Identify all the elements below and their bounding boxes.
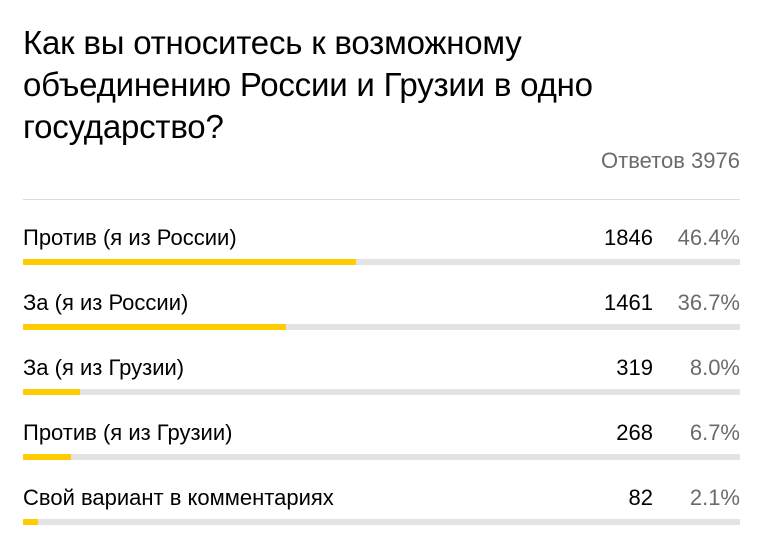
option-bar-fill xyxy=(23,454,72,460)
poll-option[interactable]: За (я из Грузии) 319 8.0% xyxy=(23,352,740,417)
option-bar-fill xyxy=(23,519,39,525)
total-answers: Ответов 3976 xyxy=(601,148,740,173)
option-label: За (я из Грузии) xyxy=(23,355,185,380)
option-count: 82 xyxy=(628,485,653,510)
option-percent: 2.1% xyxy=(689,485,740,510)
option-percent: 6.7% xyxy=(689,420,740,445)
option-label: За (я из России) xyxy=(23,290,189,315)
option-count: 319 xyxy=(616,355,653,380)
option-label: Против (я из России) xyxy=(23,225,237,250)
poll-options: Против (я из России) 1846 46.4% За (я из… xyxy=(23,222,740,547)
poll-option[interactable]: За (я из России) 1461 36.7% xyxy=(23,287,740,352)
option-count: 1846 xyxy=(604,225,653,250)
option-percent: 8.0% xyxy=(689,355,740,380)
option-bar-fill xyxy=(23,259,356,265)
option-bar-fill xyxy=(23,324,287,330)
option-count: 1461 xyxy=(604,290,653,315)
divider xyxy=(23,199,740,200)
option-bar-track xyxy=(23,389,740,395)
option-percent: 36.7% xyxy=(677,290,740,315)
poll-option[interactable]: Против (я из Грузии) 268 6.7% xyxy=(23,417,740,482)
option-bar-track xyxy=(23,454,740,460)
poll-option[interactable]: Против (я из России) 1846 46.4% xyxy=(23,222,740,287)
option-bar-track xyxy=(23,519,740,525)
poll-question: Как вы относитесь к возможному объединен… xyxy=(23,24,593,145)
option-label: Против (я из Грузии) xyxy=(23,420,233,445)
option-bar-fill xyxy=(23,389,81,395)
poll-option[interactable]: Свой вариант в комментариях 82 2.1% xyxy=(23,482,740,547)
option-bar-track xyxy=(23,324,740,330)
option-label: Свой вариант в комментариях xyxy=(23,485,334,510)
option-bar-track xyxy=(23,259,740,265)
option-percent: 46.4% xyxy=(677,225,740,250)
option-count: 268 xyxy=(616,420,653,445)
